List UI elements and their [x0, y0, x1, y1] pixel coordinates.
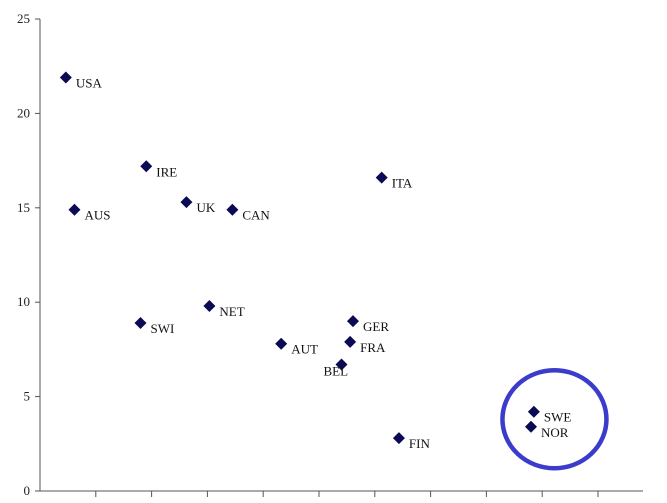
x-axis-ticks — [95, 491, 599, 497]
y-tick-label: 20 — [17, 105, 30, 120]
point-swe — [527, 405, 540, 418]
point-ire — [140, 160, 153, 173]
label-swi: SWI — [151, 321, 175, 336]
point-bel — [335, 358, 348, 371]
label-fin: FIN — [409, 436, 431, 451]
label-usa: USA — [76, 76, 103, 91]
label-aut: AUT — [291, 342, 318, 357]
point-ger — [346, 315, 359, 328]
data-points — [59, 71, 540, 445]
label-ita: ITA — [392, 176, 413, 191]
label-fra: FRA — [360, 340, 386, 355]
y-tick-label: 5 — [24, 389, 31, 404]
y-axis-ticks: 0 5 10 15 20 25 — [17, 11, 40, 498]
point-fin — [392, 432, 405, 445]
label-aus: AUS — [84, 208, 110, 223]
label-uk: UK — [196, 200, 215, 215]
point-nor — [525, 420, 538, 433]
label-nor: NOR — [541, 425, 569, 440]
point-fra — [344, 335, 357, 348]
label-swe: SWE — [544, 410, 572, 425]
point-usa — [59, 71, 72, 84]
point-uk — [180, 196, 193, 209]
point-swi — [134, 316, 147, 329]
y-tick-label: 15 — [17, 200, 30, 215]
highlight-group — [500, 368, 609, 471]
point-labels: USA AUS IRE UK CAN ITA NET SWI GER FRA AUT BEL FIN SW… — [76, 76, 572, 452]
y-tick-label: 25 — [17, 11, 30, 26]
point-can — [226, 203, 239, 216]
point-aus — [68, 203, 81, 216]
point-net — [203, 299, 216, 312]
label-ger: GER — [363, 319, 389, 334]
point-aut — [275, 337, 288, 350]
point-ita — [375, 171, 388, 184]
label-net: NET — [219, 304, 244, 319]
label-bel: BEL — [324, 364, 349, 379]
y-tick-label: 10 — [17, 294, 30, 309]
label-can: CAN — [242, 208, 270, 223]
label-ire: IRE — [156, 164, 177, 179]
y-tick-label: 0 — [24, 483, 31, 498]
highlight-circle — [500, 368, 609, 471]
